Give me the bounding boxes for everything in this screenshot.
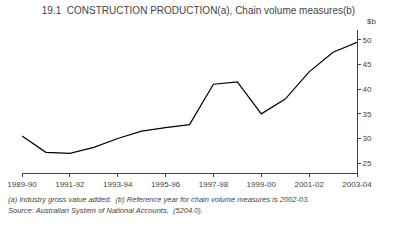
svg-text:1989-90: 1989-90 (7, 180, 37, 189)
svg-text:45: 45 (363, 60, 372, 69)
svg-text:(a) Industry gross value added: (a) Industry gross value added. (b) Refe… (8, 195, 309, 204)
svg-text:2003-04: 2003-04 (342, 180, 372, 189)
svg-text:Source: Australian System of N: Source: Australian System of National Ac… (8, 206, 203, 215)
svg-text:1993-94: 1993-94 (103, 180, 133, 189)
svg-text:40: 40 (363, 85, 372, 94)
svg-text:19.1 CONSTRUCTION PRODUCTION(: 19.1 CONSTRUCTION PRODUCTION(a), Chain v… (42, 5, 355, 16)
svg-text:$b: $b (367, 17, 376, 26)
svg-text:1999-00: 1999-00 (247, 180, 277, 189)
svg-text:2001-02: 2001-02 (294, 180, 324, 189)
svg-text:1997-98: 1997-98 (199, 180, 229, 189)
svg-text:1995-96: 1995-96 (151, 180, 181, 189)
svg-text:50: 50 (363, 36, 372, 45)
svg-text:25: 25 (363, 159, 372, 168)
svg-text:35: 35 (363, 110, 372, 119)
svg-text:1991-92: 1991-92 (55, 180, 85, 189)
svg-text:30: 30 (363, 134, 372, 143)
